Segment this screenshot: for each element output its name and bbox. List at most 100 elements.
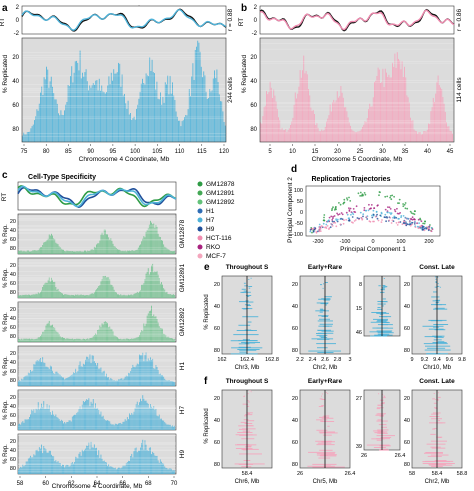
- heatmap-column: [77, 294, 79, 298]
- scatter-point: [406, 217, 409, 220]
- replicated-segment: [382, 285, 386, 286]
- heatmap-column: [168, 249, 170, 254]
- heatmap-column: [348, 122, 350, 142]
- heatmap-column: [450, 131, 452, 142]
- heatmap-column: [297, 93, 299, 142]
- heatmap-column: [62, 249, 63, 254]
- replicated-segment: [438, 420, 441, 422]
- panel-b-letter: b: [241, 3, 247, 14]
- heatmap-column: [70, 463, 72, 474]
- heatmap-column: [122, 295, 124, 298]
- heatmap-column: [139, 91, 141, 142]
- heatmap-column: [80, 455, 82, 474]
- scatter-point: [392, 216, 394, 219]
- heatmap-column: [209, 89, 211, 142]
- heatmap-column: [45, 449, 47, 474]
- heatmap-column: [64, 422, 66, 430]
- heatmap-column: [326, 121, 327, 142]
- x-tick-label: 75: [21, 149, 28, 155]
- heatmap-row-gap: [18, 260, 176, 262]
- heatmap-row-gap: [18, 278, 176, 279]
- subpanel-y-tick: 60: [292, 440, 298, 446]
- heatmap-column: [394, 53, 396, 142]
- heatmap-column: [86, 338, 88, 342]
- heatmap-row-gap: [18, 302, 176, 303]
- replicated-segment: [422, 325, 444, 327]
- heatmap-column: [398, 58, 399, 142]
- heatmap-column: [53, 414, 55, 430]
- heatmap-column: [44, 448, 46, 474]
- heatmap-column: [120, 338, 122, 342]
- heatmap-column: [163, 333, 165, 342]
- heatmap-column: [206, 99, 208, 142]
- replicated-segment: [318, 457, 331, 459]
- x-tick-label: 25: [357, 149, 364, 155]
- heatmap-column: [26, 250, 28, 254]
- heatmap-column: [309, 95, 311, 142]
- subpanel-y-tick: 20: [404, 282, 410, 288]
- heatmap-column: [136, 337, 138, 342]
- heatmap-column: [133, 411, 135, 430]
- heatmap-column: [266, 91, 267, 142]
- heatmap-column: [92, 447, 94, 474]
- heatmap-column: [93, 292, 95, 298]
- heatmap-column: [69, 465, 71, 474]
- heatmap-column: [135, 337, 137, 342]
- replicated-segment: [384, 397, 386, 399]
- heatmap-column: [76, 457, 78, 474]
- heatmap-column: [129, 250, 130, 254]
- x-tick-label: 115: [197, 149, 207, 155]
- heatmap-column: [23, 295, 25, 298]
- heatmap-column: [30, 370, 31, 386]
- scatter-point: [423, 229, 426, 232]
- scatter-point: [419, 225, 422, 228]
- track-y-tick: 20: [10, 307, 16, 313]
- heatmap-column: [437, 75, 439, 142]
- replicated-segment: [247, 400, 249, 401]
- heatmap-column: [85, 295, 86, 298]
- heatmap-column: [126, 108, 128, 142]
- heatmap-column: [122, 379, 124, 386]
- heatmap-column: [62, 115, 64, 142]
- heatmap-column: [43, 77, 45, 142]
- heatmap-column: [80, 409, 82, 430]
- heatmap-column: [162, 420, 163, 430]
- heatmap-column: [77, 411, 79, 430]
- track-y-tick: 60: [10, 457, 16, 463]
- heatmap-column: [74, 251, 75, 254]
- replicated-segment: [378, 393, 380, 395]
- scatter-point: [422, 226, 425, 228]
- heatmap-column: [98, 286, 100, 298]
- panel-b-y-tick: 60: [250, 103, 257, 109]
- heatmap-column: [38, 103, 40, 142]
- heatmap-column: [49, 325, 51, 342]
- heatmap-column: [155, 408, 157, 430]
- heatmap-column: [37, 110, 39, 142]
- replicated-segment: [241, 448, 259, 450]
- x-tick-label: 64: [94, 481, 101, 487]
- heatmap-column: [22, 421, 24, 430]
- subpanel-y-tick: 15: [356, 306, 362, 312]
- heatmap-column: [24, 338, 26, 342]
- track-y-tick: 40: [10, 316, 16, 322]
- heatmap-column: [58, 246, 60, 254]
- heatmap-column: [380, 83, 381, 142]
- heatmap-column: [203, 71, 205, 142]
- heatmap-row-gap: [18, 280, 176, 281]
- scatter-point: [343, 198, 346, 201]
- heatmap-column: [120, 468, 122, 474]
- heatmap-column: [284, 130, 285, 142]
- heatmap-column: [123, 251, 125, 254]
- replicated-segment: [373, 318, 388, 320]
- scatter-point: [374, 215, 377, 218]
- heatmap-column: [113, 335, 115, 342]
- heatmap-column: [80, 339, 82, 342]
- heatmap-column: [76, 338, 78, 342]
- heatmap-column: [56, 462, 58, 474]
- heatmap-column: [79, 338, 81, 342]
- replicated-segment: [316, 334, 328, 336]
- heatmap-column: [22, 251, 24, 254]
- replicated-segment: [378, 432, 388, 434]
- heatmap-column: [102, 276, 104, 298]
- heatmap-column: [275, 101, 277, 142]
